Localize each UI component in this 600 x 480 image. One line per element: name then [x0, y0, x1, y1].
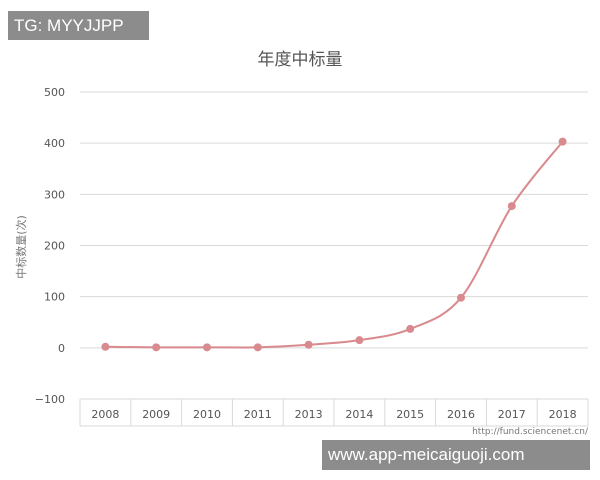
watermark-bottom: www.app-meicaiguoji.com	[322, 440, 590, 470]
data-point	[253, 343, 262, 352]
data-point	[203, 343, 211, 352]
x-tick-label: 2014	[345, 408, 373, 421]
data-point	[152, 343, 161, 352]
data-point	[558, 137, 567, 146]
x-tick-label: 2017	[498, 408, 526, 421]
data-point	[457, 293, 465, 302]
x-tick-label: 2008	[91, 408, 119, 421]
y-tick-label: 0	[58, 342, 65, 355]
y-tick-label: −100	[35, 393, 65, 406]
y-tick-label: 200	[44, 240, 65, 253]
x-tick-label: 2018	[549, 408, 577, 421]
y-tick-label: 400	[44, 137, 65, 150]
source-note: http://fund.sciencenet.cn/	[472, 427, 589, 437]
chart-title: 年度中标量	[258, 50, 343, 70]
y-tick-label: 100	[44, 291, 65, 304]
data-point	[355, 336, 364, 345]
data-point	[507, 202, 516, 211]
y-tick-label: 500	[44, 86, 65, 99]
x-tick-label: 2009	[142, 408, 170, 421]
x-tick-label: 2010	[193, 408, 221, 421]
data-point	[101, 342, 110, 351]
data-point	[304, 340, 313, 349]
series-line	[105, 141, 564, 349]
x-tick-label: 2011	[244, 408, 272, 421]
x-tick-label: 2013	[295, 408, 323, 421]
y-axis-label: 中标数量(次)	[14, 215, 28, 279]
x-tick-label: 2015	[396, 408, 424, 421]
x-tick-label: 2016	[447, 408, 475, 421]
y-tick-label: 300	[44, 188, 65, 201]
data-point	[406, 324, 415, 333]
watermark-top: TG: MYYJJPP	[8, 11, 149, 40]
